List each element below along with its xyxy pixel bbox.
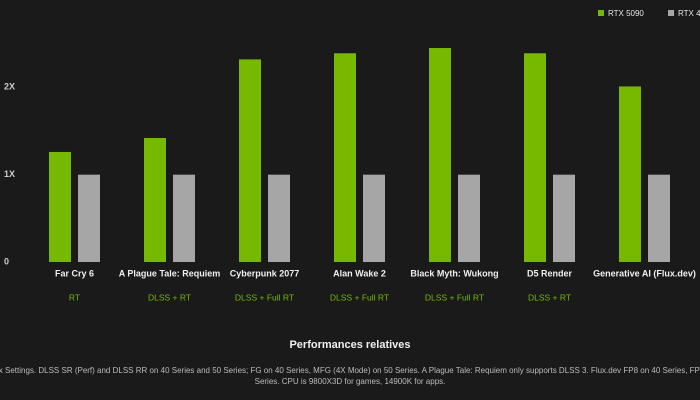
bar [619,86,641,263]
x-tick-label: Generative AI (Flux.dev) [593,268,696,278]
bar [144,137,166,262]
y-tick-label: 2X [4,82,15,92]
bar [173,174,195,262]
bar [239,59,261,263]
category-note: RT [69,292,80,302]
x-tick-label: Alan Wake 2 [333,268,386,278]
category-note: DLSS + Full RT [425,292,484,302]
legend-label: RTX 5090 [608,9,644,18]
bar [268,174,290,262]
chart-title: Performances relatives [289,339,410,351]
bar [524,53,546,263]
bar [648,174,670,262]
x-tick-label: D5 Render [527,268,573,278]
legend-swatch [668,10,674,16]
footnote: 4K, Max Settings. DLSS SR (Perf) and DLS… [0,366,700,375]
footnote: Series. CPU is 9800X3D for games, 14900K… [255,377,446,386]
x-tick-label: Cyberpunk 2077 [230,268,300,278]
x-tick-label: Black Myth: Wukong [410,268,498,278]
bar [49,151,71,262]
category-note: DLSS + Full RT [235,292,294,302]
bar [78,174,100,262]
bar [363,174,385,262]
x-tick-label: A Plague Tale: Requiem [119,268,221,278]
category-note: DLSS + RT [528,292,571,302]
y-tick-label: 1X [4,169,15,179]
bar [429,48,451,263]
x-tick-label: Far Cry 6 [55,268,94,278]
legend-swatch [598,10,604,16]
y-tick-label: 0 [4,256,9,266]
bar [458,174,480,262]
category-note: DLSS + RT [148,292,191,302]
bar [334,53,356,263]
category-note: DLSS + Full RT [330,292,389,302]
legend-label: RTX 4090 [678,9,700,18]
bar [553,174,575,262]
